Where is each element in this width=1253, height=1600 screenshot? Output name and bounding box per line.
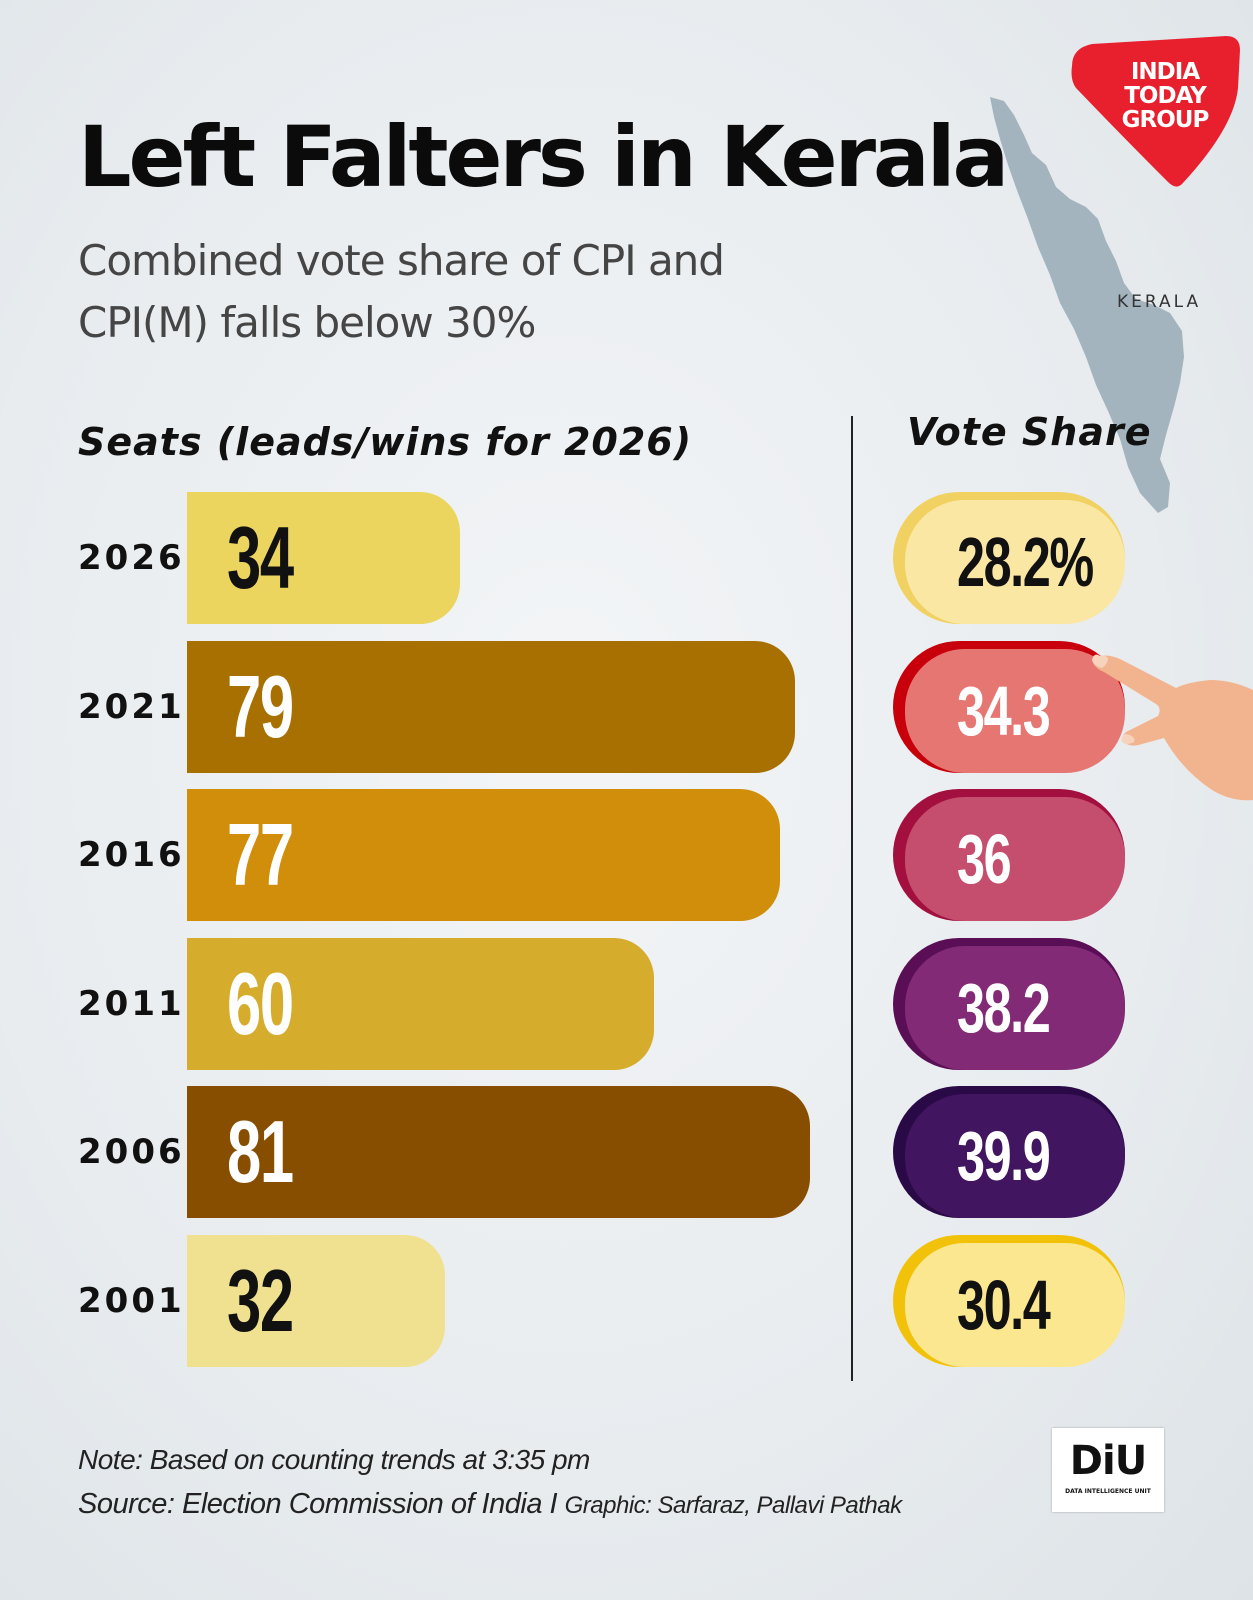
- vote-share-value-label: 34.3: [957, 672, 1051, 750]
- vote-share-pill: 30.4: [893, 1235, 1125, 1367]
- page-title: Left Falters in Kerala: [78, 108, 1009, 206]
- seats-bar: 32: [187, 1235, 445, 1367]
- seats-bar: 77: [187, 789, 780, 921]
- seats-value-label: 60: [227, 954, 294, 1053]
- graphic-credit: Graphic: Sarfaraz, Pallavi Pathak: [564, 1492, 903, 1519]
- vote-share-value-label: 39.9: [957, 1117, 1051, 1195]
- diu-logo-subtext: DATA INTELLIGENCE UNIT: [1065, 1488, 1151, 1495]
- seats-value-label: 32: [227, 1251, 294, 1350]
- vote-share-value-label: 36: [957, 820, 1012, 898]
- vote-share-pill-face: 39.9: [905, 1094, 1125, 1218]
- map-label: KERALA: [1117, 292, 1202, 312]
- seats-bar: 79: [187, 641, 795, 773]
- vote-share-pill: 39.9: [893, 1086, 1125, 1218]
- vote-share-pill-face: 38.2: [905, 946, 1125, 1070]
- source-text: Source: Election Commission of India: [78, 1488, 542, 1520]
- kerala-map-icon: [990, 97, 1184, 513]
- diu-logo: DiU DATA INTELLIGENCE UNIT: [1052, 1428, 1164, 1512]
- footnote: Note: Based on counting trends at 3:35 p…: [78, 1444, 590, 1475]
- year-label: 2021: [78, 687, 185, 727]
- vote-share-pill-face: 36: [905, 797, 1125, 921]
- india-today-logo-text: INDIA TODAY GROUP: [1121, 59, 1210, 133]
- year-label: 2011: [78, 984, 185, 1024]
- year-label: 2016: [78, 835, 185, 875]
- year-label: 2006: [78, 1132, 185, 1172]
- seats-bar: 60: [187, 938, 654, 1070]
- vote-share-value-label: 28.2%: [957, 523, 1094, 601]
- vote-share-value-label: 30.4: [957, 1266, 1051, 1344]
- column-divider: [851, 416, 853, 1381]
- year-label: 2026: [78, 538, 185, 578]
- seats-value-label: 77: [227, 805, 294, 904]
- india-today-logo-icon: [1071, 36, 1240, 187]
- vote-share-pill: 36: [893, 789, 1125, 921]
- page-subtitle: Combined vote share of CPI and CPI(M) fa…: [78, 236, 725, 347]
- vote-share-pill-face: 34.3: [905, 649, 1125, 773]
- pointing-hand-icon: [1092, 654, 1253, 801]
- seats-value-label: 79: [227, 657, 294, 756]
- vote-share-pill: 38.2: [893, 938, 1125, 1070]
- source-separator: I: [541, 1488, 565, 1520]
- seats-bar: 81: [187, 1086, 810, 1218]
- seats-axis-label: Seats (leads/wins for 2026): [78, 420, 693, 464]
- vote-share-label: Vote Share: [907, 410, 1152, 454]
- vote-share-value-label: 38.2: [957, 969, 1051, 1047]
- year-label: 2001: [78, 1281, 185, 1321]
- vote-share-pill: 34.3: [893, 641, 1125, 773]
- vote-share-pill-face: 30.4: [905, 1243, 1125, 1367]
- seats-value-label: 81: [227, 1102, 294, 1201]
- vote-share-pill-face: 28.2%: [905, 500, 1125, 624]
- source-line: Source: Election Commission of India I G…: [78, 1488, 902, 1521]
- vote-share-pill: 28.2%: [893, 492, 1125, 624]
- seats-bar: 34: [187, 492, 460, 624]
- seats-value-label: 34: [227, 508, 294, 607]
- diu-logo-text: DiU: [1069, 1438, 1147, 1484]
